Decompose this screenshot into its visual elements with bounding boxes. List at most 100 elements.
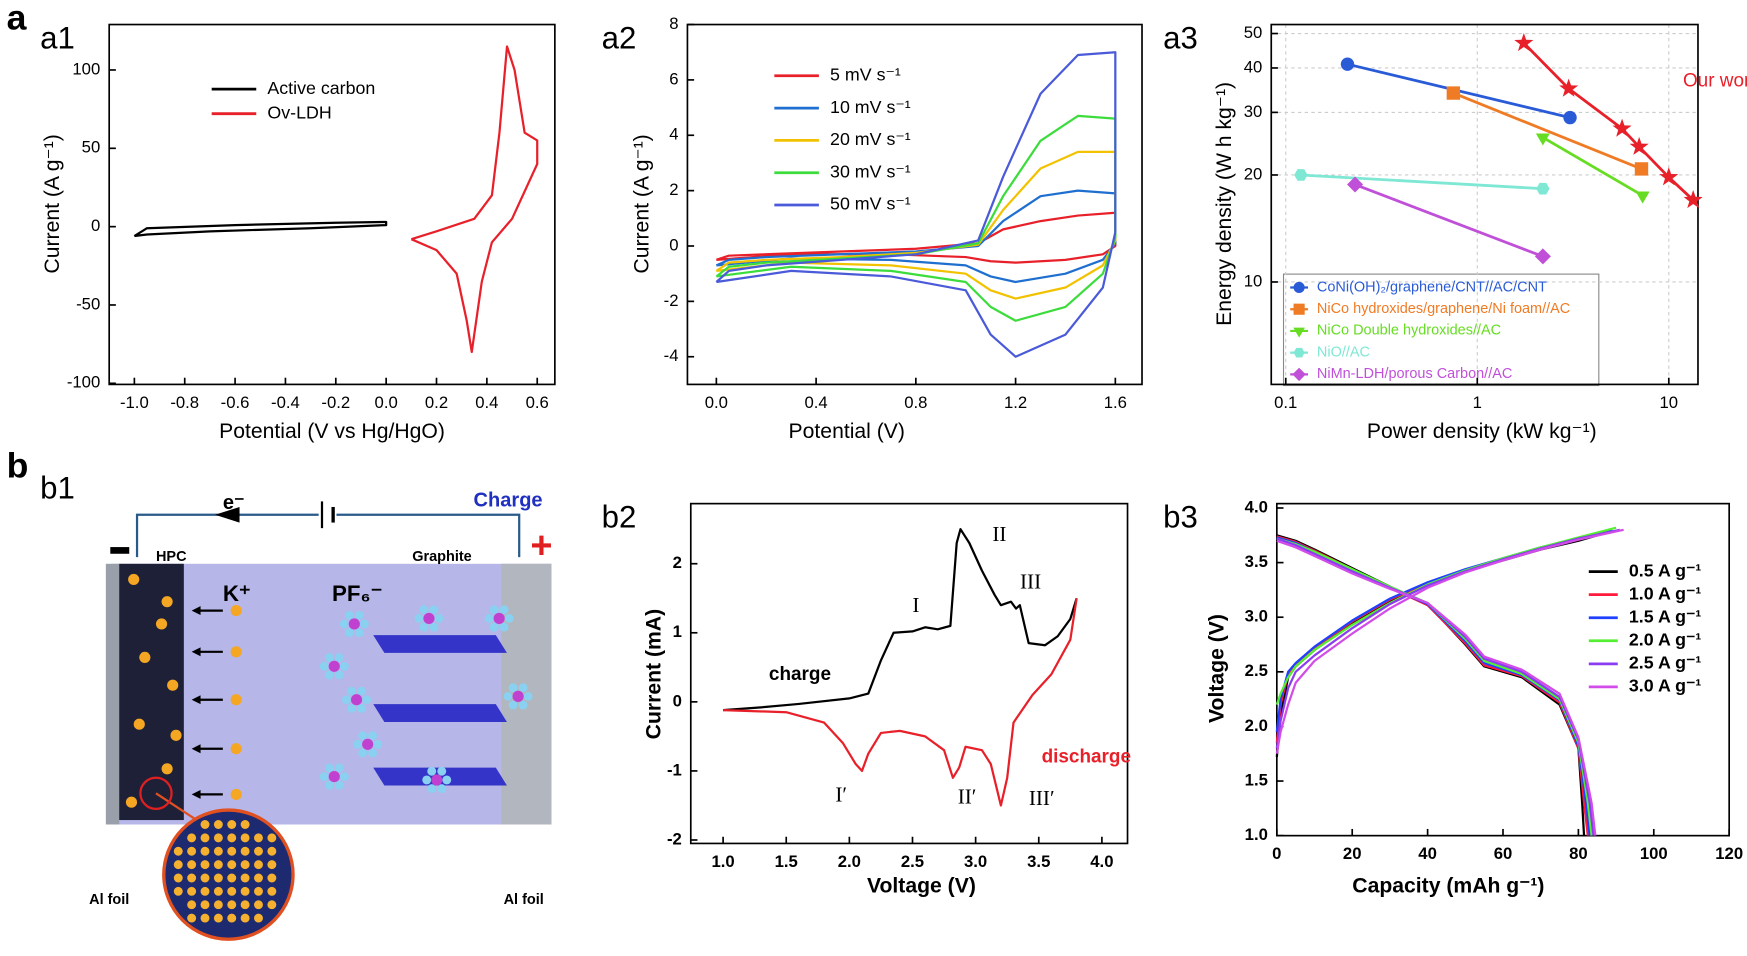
annotation: III′ [1029,786,1055,810]
legend-label: 20 mV s⁻¹ [830,129,911,149]
ion [503,691,513,701]
ion [339,619,349,629]
particle [267,833,277,843]
particle [240,846,250,856]
particle [187,846,197,856]
ion [358,748,368,758]
panel-label: b1 [40,470,75,505]
particle [227,846,237,856]
marker [1340,57,1355,71]
marker [1563,110,1577,125]
x-tick-label: 100 [1640,844,1668,863]
label: HPC [156,549,187,565]
x-tick-label: 0.2 [425,393,448,412]
series-label: discharge [1042,747,1131,768]
data-line [1275,528,1624,836]
legend-label: 1.5 A g⁻¹ [1629,606,1701,626]
y-tick-label: 2.5 [1245,661,1268,680]
arrow [191,744,201,754]
label: + [530,525,552,567]
particle [227,873,237,883]
ion [230,605,242,617]
y-axis-label: Current (A g⁻¹) [41,134,64,273]
particle [227,913,237,923]
arrow [191,606,201,616]
ion [230,743,242,755]
legend-label: 3.0 A g⁻¹ [1629,676,1701,696]
ion [419,622,429,632]
ion [354,610,364,620]
series-label: charge [769,664,831,685]
x-tick-label: 0.4 [475,393,498,412]
y-tick-label: -50 [76,294,100,313]
data-line [1300,173,1543,191]
ion [230,788,242,800]
marker [1293,303,1305,315]
ion [504,613,514,623]
ion [414,613,424,623]
marker [1659,167,1679,186]
particle [227,860,237,870]
y-tick-label: 8 [669,14,678,33]
particle [187,900,197,910]
ion [328,660,340,672]
legend-label: 1.0 A g⁻¹ [1629,583,1701,603]
marker [1534,248,1551,265]
y-tick-label: 4.0 [1245,497,1268,516]
x-tick-label: -0.6 [221,393,250,412]
ion [499,605,509,615]
ion [344,628,354,638]
x-axis-label: Potential (V) [789,420,905,443]
series-label: Our work [1683,70,1747,91]
ion [431,774,443,786]
panel-label: a3 [1163,20,1198,55]
marker [1293,281,1305,294]
y-tick-label: 2 [669,180,678,199]
x-tick-label: 0.1 [1274,393,1297,412]
plot-frame [1270,23,1699,386]
marker [1535,133,1550,146]
plot-frame [1275,502,1731,837]
y-tick-label: 50 [82,138,101,157]
ion [357,686,367,696]
y-tick-label: -2 [664,291,679,310]
particle [240,833,250,843]
particle [267,846,277,856]
legend-label: 2.5 A g⁻¹ [1629,653,1701,673]
ion [493,612,505,624]
legend-label: 5 mV s⁻¹ [830,64,901,84]
minus-sign [110,547,130,554]
particle [125,796,138,808]
arrow [191,647,201,657]
label: e⁻ [223,492,245,514]
ion [437,784,447,794]
x-tick-label: 1 [1473,393,1482,412]
particle [254,900,263,910]
x-tick-label: 1.2 [1004,393,1027,412]
marker [1514,33,1534,52]
legend-label: 0.5 A g⁻¹ [1629,560,1701,580]
ion [429,622,439,632]
data-line [1542,136,1644,197]
annotation: II′ [958,785,977,809]
y-tick-label: -2 [667,829,682,848]
marker [1634,162,1649,176]
particle [254,833,263,843]
particle [240,860,250,870]
annotation: III [1020,570,1041,594]
x-tick-label: 0.8 [904,393,927,412]
legend-label: 2.0 A g⁻¹ [1629,629,1701,649]
ion [334,653,344,663]
particle [200,846,210,856]
legend-label: 50 mV s⁻¹ [830,194,911,214]
particle [254,846,263,856]
legend-label: NiO//AC [1317,344,1370,360]
x-axis-label: Potential (V vs Hg/HgO) [219,420,445,443]
x-axis-label: Power density (kW kg⁻¹) [1367,420,1597,443]
particle [173,846,183,856]
graphite-layer [373,635,507,653]
x-tick-label: -0.8 [170,393,199,412]
particle [170,729,182,741]
